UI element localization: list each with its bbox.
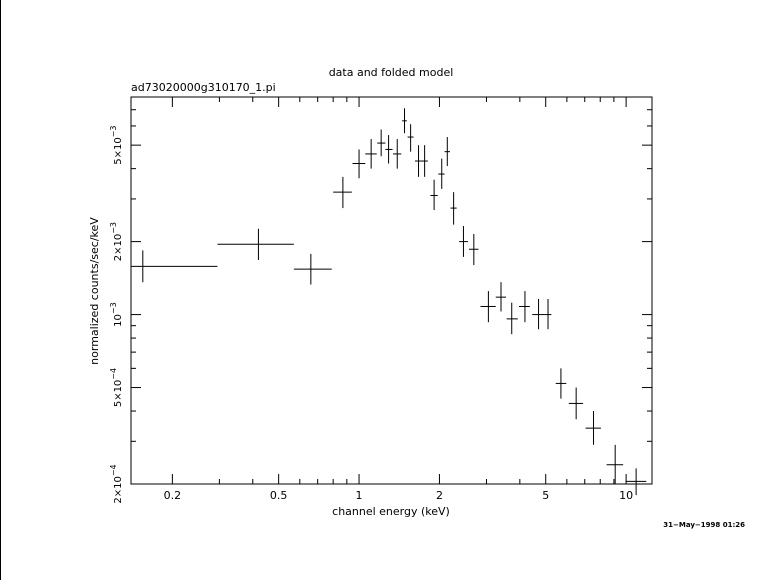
data-point xyxy=(415,145,422,177)
data-point xyxy=(131,250,218,283)
data-point xyxy=(495,282,506,312)
data-series xyxy=(131,108,647,496)
data-point xyxy=(585,411,601,445)
data-point xyxy=(606,444,624,484)
x-axis-label: channel energy (keV) xyxy=(332,505,450,518)
data-point xyxy=(450,192,457,225)
data-point xyxy=(392,139,402,169)
data-point xyxy=(506,302,518,335)
window-left-edge xyxy=(0,0,1,580)
data-point xyxy=(385,135,393,164)
data-point xyxy=(293,253,332,285)
y-axis-tick-labels: 2×10−4 5×10−4 10−3 2×10−3 5×10−3 xyxy=(109,126,124,504)
data-point xyxy=(430,179,438,211)
y-axis-ticks xyxy=(131,109,652,485)
data-point xyxy=(625,468,647,496)
data-point xyxy=(518,291,530,323)
data-point xyxy=(333,176,352,209)
data-point xyxy=(555,368,567,399)
timestamp: 31−May−1998 01:26 xyxy=(663,521,745,529)
chart-title: data and folded model xyxy=(329,66,454,79)
x-tick-label: 1 xyxy=(356,489,363,502)
data-point xyxy=(352,149,366,179)
data-point xyxy=(407,124,414,152)
data-point xyxy=(568,387,584,420)
svg-text:5×10−4: 5×10−4 xyxy=(109,368,124,407)
svg-text:2×10−4: 2×10−4 xyxy=(109,464,124,503)
y-tick-label: 2×10−4 xyxy=(109,464,124,503)
x-tick-label: 2 xyxy=(436,489,443,502)
data-point xyxy=(480,291,496,323)
data-point xyxy=(444,137,450,167)
x-tick-label: 0.5 xyxy=(270,489,288,502)
y-tick-label: 10−3 xyxy=(109,302,124,327)
svg-text:5×10−3: 5×10−3 xyxy=(109,126,124,165)
data-point xyxy=(377,129,386,157)
data-point xyxy=(468,233,479,266)
data-point xyxy=(365,139,377,169)
x-tick-label: 0.2 xyxy=(164,489,182,502)
x-tick-label: 10 xyxy=(619,489,633,502)
data-point xyxy=(217,228,294,260)
y-tick-label: 5×10−3 xyxy=(109,126,124,165)
y-tick-label: 5×10−4 xyxy=(109,368,124,407)
chart-subtitle: ad73020000g310170_1.pi xyxy=(131,81,276,94)
plot-frame xyxy=(130,96,653,485)
x-axis-ticks xyxy=(171,97,627,484)
data-point xyxy=(532,298,545,330)
data-point xyxy=(421,145,428,177)
svg-text:10−3: 10−3 xyxy=(109,302,124,327)
x-axis-tick-labels: 0.2 0.5 1 2 5 10 xyxy=(164,489,633,502)
y-axis-label: normalized counts/sec/keV xyxy=(88,217,101,365)
data-point xyxy=(402,108,407,134)
data-point xyxy=(438,158,445,189)
x-tick-label: 5 xyxy=(542,489,549,502)
y-tick-label: 2×10−3 xyxy=(109,222,124,261)
data-point xyxy=(544,298,552,330)
svg-text:2×10−3: 2×10−3 xyxy=(109,222,124,261)
data-point xyxy=(459,225,469,257)
